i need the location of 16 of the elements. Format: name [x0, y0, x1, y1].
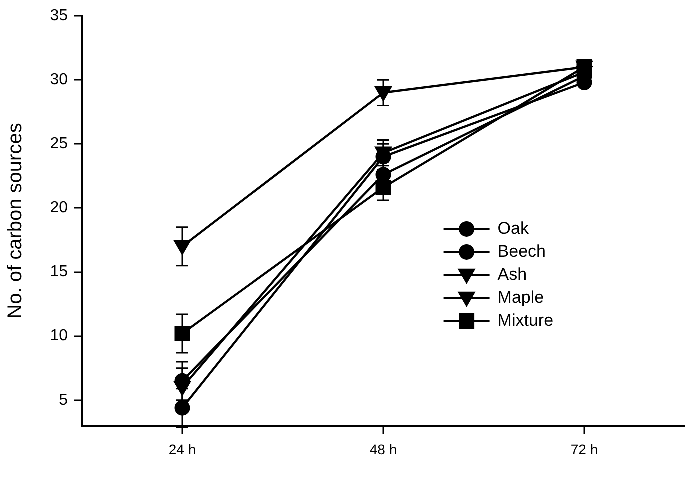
y-tick-label: 20 [50, 200, 68, 217]
y-tick-label: 35 [50, 7, 68, 24]
legend-label: Oak [498, 218, 530, 238]
legend-label: Ash [498, 264, 528, 284]
legend-label: Beech [498, 242, 546, 261]
y-tick-label: 15 [50, 264, 68, 281]
y-tick-label: 25 [50, 136, 68, 153]
x-tick-label: 48 h [370, 441, 398, 458]
y-axis-title: No. of carbon sources [4, 123, 27, 319]
legend-label: Mixture [498, 310, 554, 330]
x-tick-label: 24 h [168, 441, 196, 458]
y-tick-label: 10 [50, 328, 68, 345]
x-tick-label: 72 h [570, 441, 598, 458]
y-tick-label: 5 [59, 392, 68, 409]
y-tick-label: 30 [50, 71, 68, 88]
legend-label: Maple [498, 288, 544, 307]
